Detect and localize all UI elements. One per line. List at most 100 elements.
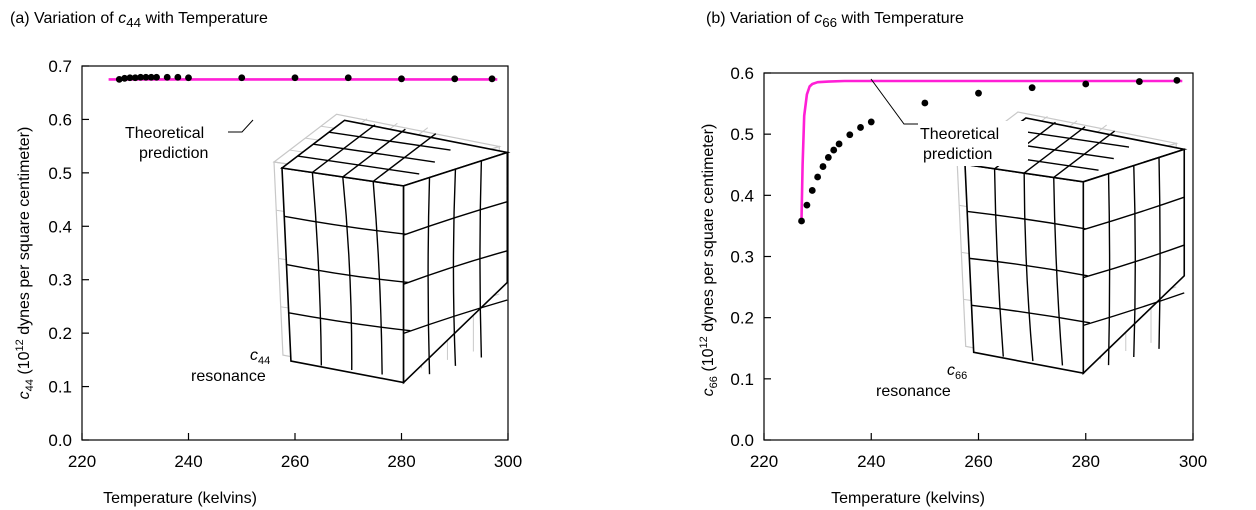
x-tick-label: 240: [174, 452, 202, 471]
x-tick-label: 300: [1179, 452, 1207, 471]
cube-grid-line: [1053, 130, 1116, 179]
x-tick-label: 300: [494, 452, 522, 471]
cube-grid-line: [311, 172, 323, 366]
y-tick-label: 0.6: [48, 110, 72, 129]
x-tick-label: 280: [1072, 452, 1100, 471]
cube-grid-line: [403, 299, 508, 335]
data-point: [830, 146, 838, 154]
data-point: [798, 217, 805, 225]
data-point: [824, 154, 832, 161]
y-tick-label: 0.0: [48, 431, 72, 450]
data-point: [163, 73, 171, 81]
y-tick-label: 0.5: [48, 164, 72, 183]
data-point: [808, 187, 816, 194]
y-tick-label: 0.1: [48, 378, 72, 397]
cube-grid-line: [284, 215, 406, 235]
data-point: [867, 118, 875, 126]
cube-grid-line: [403, 250, 508, 285]
data-point: [488, 75, 496, 83]
data-point: [451, 75, 459, 83]
y-tick-label: 0.6: [730, 64, 754, 83]
data-point: [185, 74, 192, 82]
data-point: [814, 173, 822, 181]
y-tick-label: 0.3: [48, 271, 72, 290]
x-tick-label: 280: [387, 452, 415, 471]
crystal-cube-illustration: [955, 111, 1188, 376]
cube-grid-line: [288, 312, 411, 332]
cube-grid-line: [286, 263, 409, 284]
cube-grid-line: [1083, 292, 1185, 327]
data-point: [137, 73, 144, 81]
data-point: [921, 99, 929, 107]
resonance-symbol: c44: [250, 347, 270, 367]
cube-grid-line: [993, 168, 1004, 357]
c44-chart: c44 (1012 dynes per square centimeter) 0…: [14, 57, 522, 507]
data-point: [835, 140, 843, 148]
annotation-leader: [870, 78, 918, 125]
y-axis-label: c66 (1012 dynes per square centimeter): [698, 124, 720, 397]
data-point: [121, 74, 128, 82]
cube-grid-line: [372, 181, 383, 375]
data-point: [857, 124, 864, 131]
data-point: [153, 73, 160, 81]
cube-grid-line: [1023, 126, 1086, 174]
cube-face-front: [281, 167, 405, 384]
theoretical-prediction-line: [800, 79, 1183, 220]
chart-title: (a) Variation of c44 with Temperature: [10, 10, 268, 31]
y-tick-label: 0.0: [730, 431, 754, 450]
data-point: [846, 131, 854, 139]
y-tick-label: 0.2: [730, 309, 754, 328]
data-point: [1082, 80, 1090, 88]
cube-grid-line: [328, 131, 451, 151]
y-tick-label: 0.7: [48, 57, 72, 76]
x-tick-label: 240: [857, 452, 885, 471]
resonance-symbol: c66: [947, 362, 967, 382]
annotation-leader: [228, 119, 254, 133]
y-tick-label: 0.4: [730, 186, 754, 205]
plot-area: [763, 72, 1194, 441]
data-point: [291, 74, 299, 82]
data-point: [238, 74, 246, 82]
y-axis-label: c44 (1012 dynes per square centimeter): [14, 127, 36, 400]
theory-label-line1: Theoretical: [125, 125, 204, 142]
x-axis-label: Temperature (kelvins): [103, 490, 257, 507]
data-point: [398, 75, 405, 83]
cube-grid-line: [1158, 157, 1161, 349]
cube-grid-line: [1023, 173, 1034, 362]
x-tick-label: 220: [750, 452, 778, 471]
theory-label-bg: [123, 120, 219, 165]
theory-label-line1: Theoretical: [920, 126, 999, 143]
data-point: [1135, 78, 1143, 85]
cube-grid-line: [969, 257, 1088, 277]
cube-grid-line: [479, 160, 483, 358]
cube-grid-line: [967, 210, 1086, 230]
data-point: [803, 201, 811, 209]
panel-c66: (b) Variation of c66 with Temperature c6…: [628, 0, 1256, 510]
data-point: [1028, 84, 1036, 92]
cube-grid-line: [971, 304, 1090, 324]
y-tick-label: 0.1: [730, 370, 754, 389]
theory-label-line2: prediction: [923, 146, 992, 163]
cube-grid-line: [1053, 177, 1064, 366]
data-point: [147, 73, 155, 81]
x-tick-label: 220: [68, 452, 96, 471]
resonance-label: resonance: [876, 383, 951, 400]
cube-grid-line: [1083, 244, 1185, 279]
y-tick-label: 0.4: [48, 217, 72, 236]
data-point: [174, 73, 182, 81]
theory-label-line2: prediction: [139, 145, 208, 162]
y-tick-label: 0.5: [730, 125, 754, 144]
data-point: [344, 74, 352, 82]
data-point: [115, 75, 123, 83]
cube-grid-line: [342, 128, 406, 178]
cube-grid-line: [372, 133, 437, 182]
x-tick-label: 260: [964, 452, 992, 471]
cube-grid-line: [403, 200, 508, 236]
y-tick-label: 0.2: [48, 324, 72, 343]
data-point: [1173, 76, 1181, 84]
data-point: [142, 73, 150, 81]
chart-title: (b) Variation of c66 with Temperature: [706, 10, 964, 31]
resonance-label: resonance: [191, 368, 266, 385]
data-point: [975, 89, 982, 97]
crystal-cube-illustration: [272, 113, 511, 385]
